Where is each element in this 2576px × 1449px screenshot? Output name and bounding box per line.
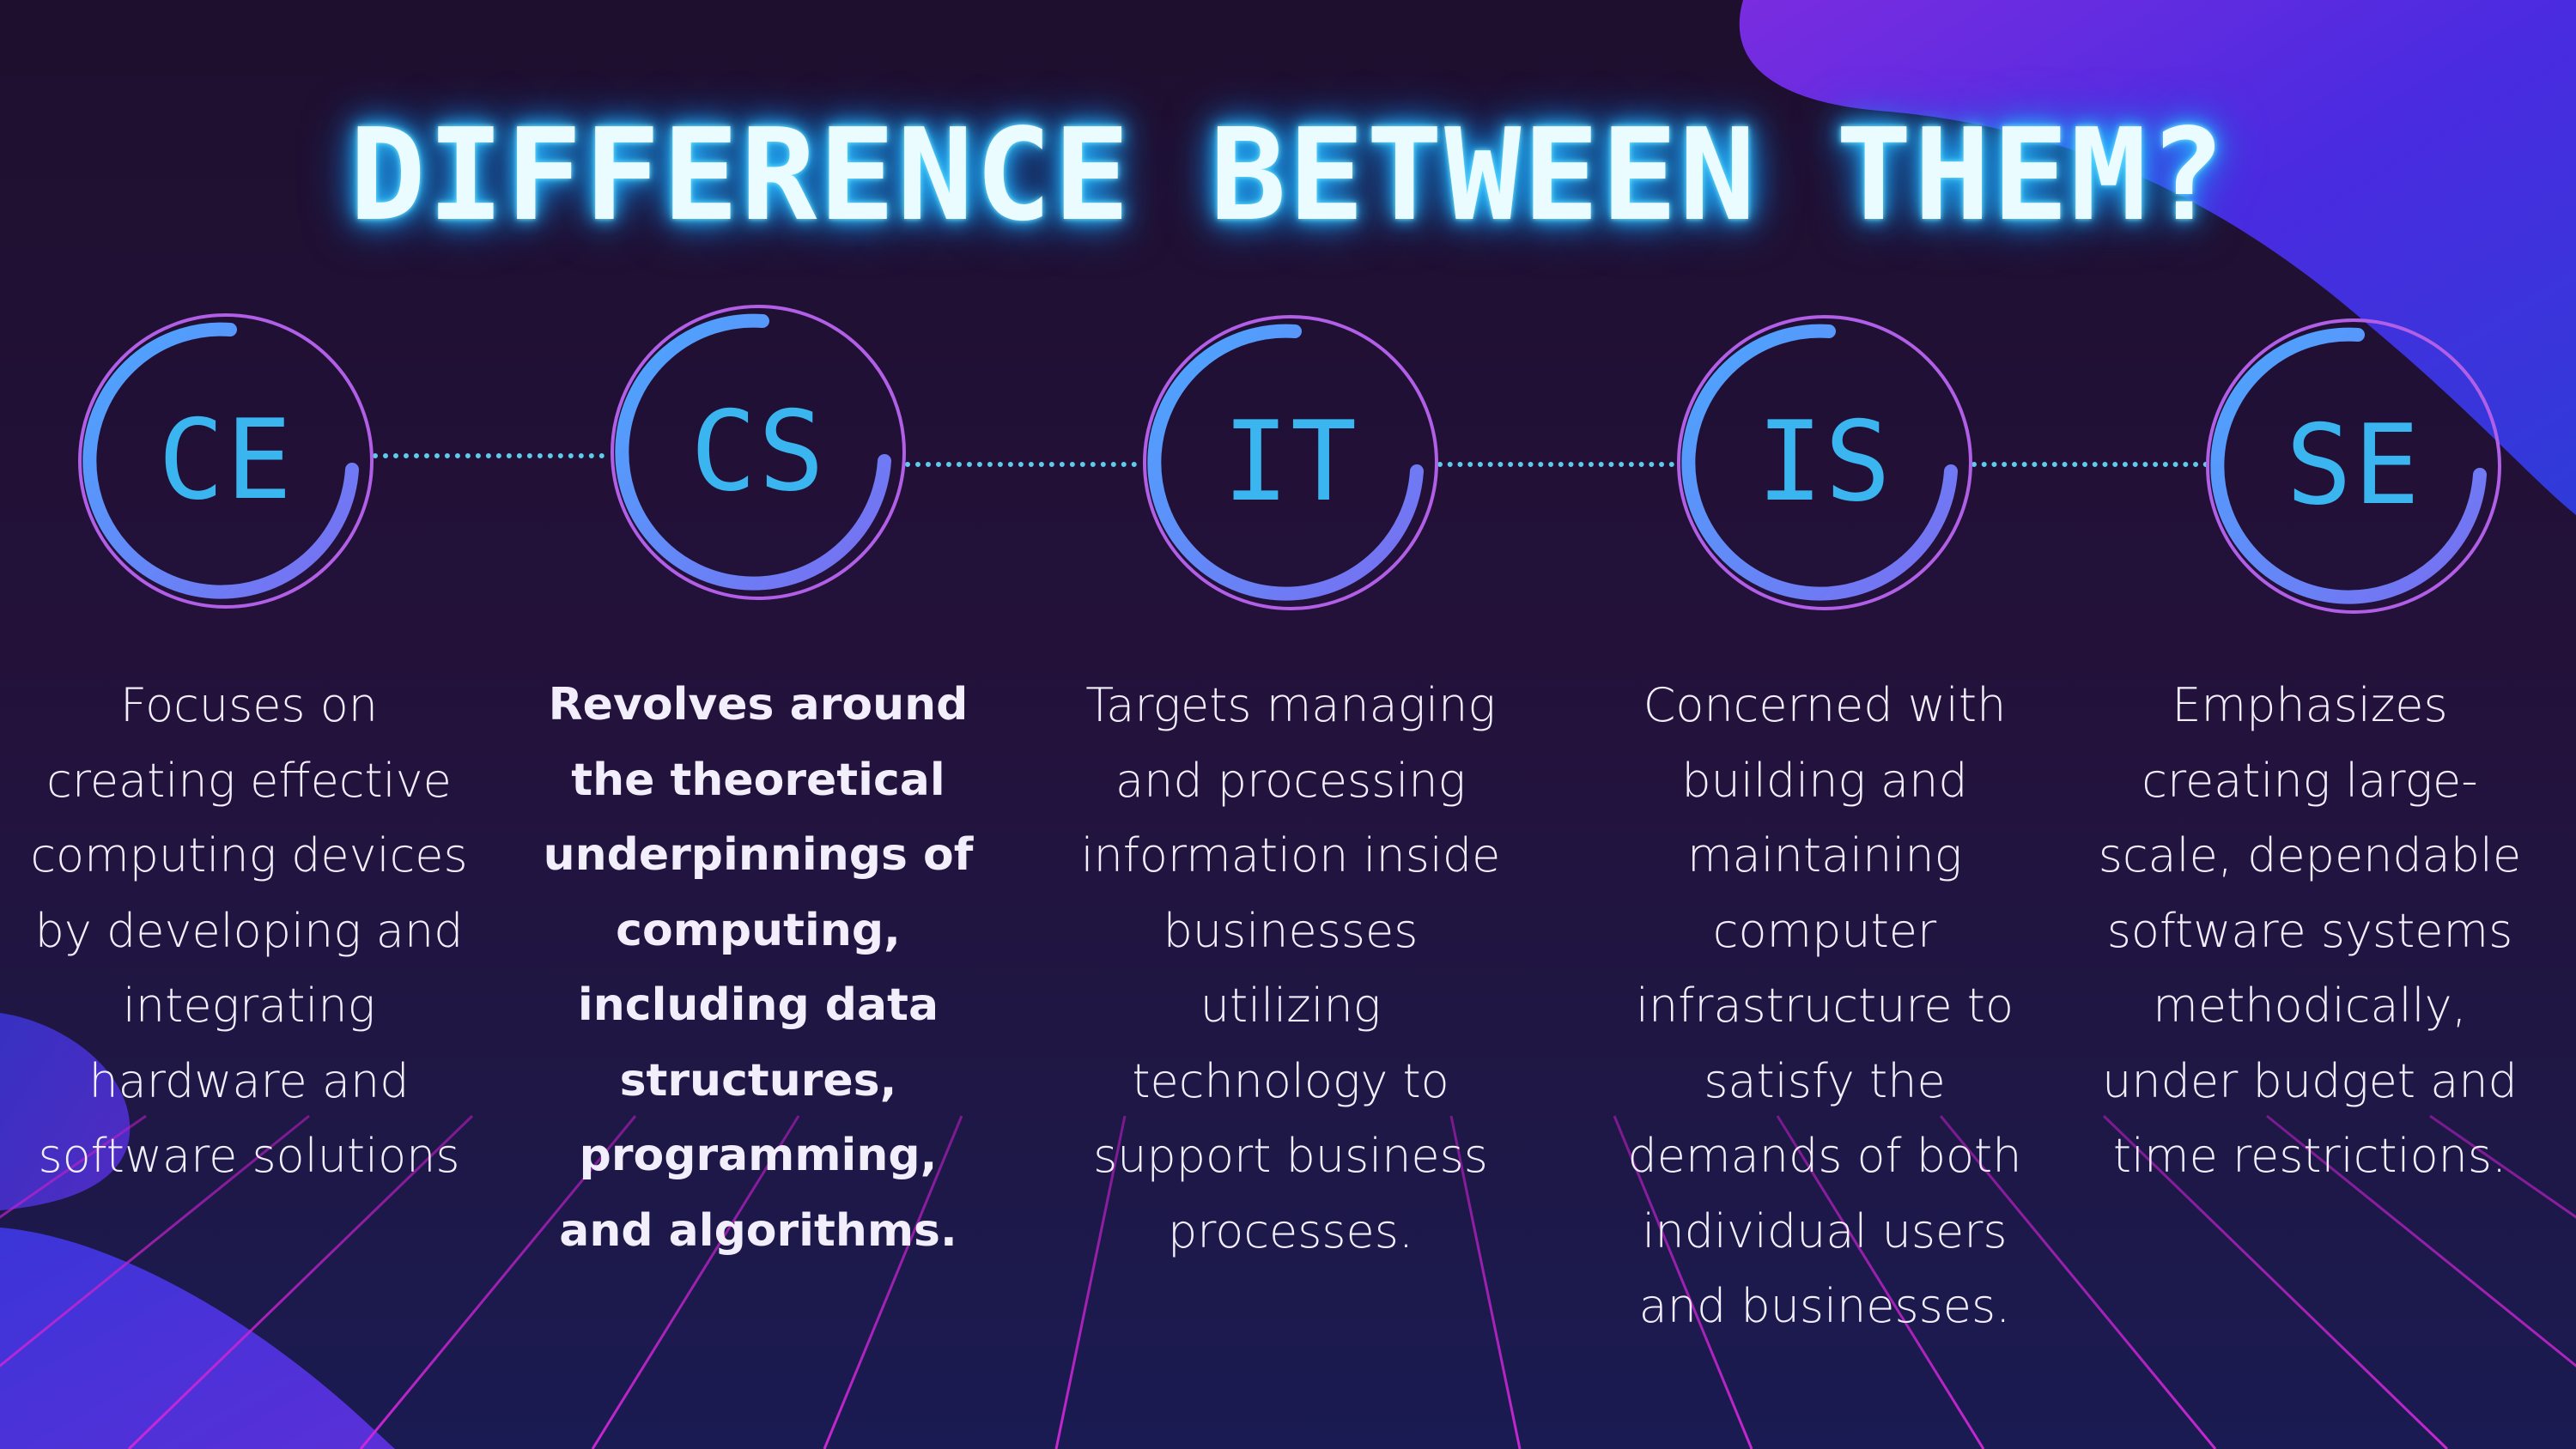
connector-3 (1437, 462, 1674, 467)
field-abbr: IS (1756, 398, 1893, 526)
description-se: Emphasizes creating large-scale, dependa… (2098, 678, 2522, 1183)
field-abbr: SE (2285, 402, 2422, 530)
field-abbr: CS (690, 388, 827, 516)
badge-is: IS (1674, 312, 1975, 613)
left-blob (0, 1013, 131, 1210)
page-title: DIFFERENCE BETWEEN THEM? (349, 101, 2227, 249)
ring-icon (1677, 315, 1972, 610)
bottom-left-blob (0, 1228, 395, 1449)
field-abbr: IT (1222, 398, 1359, 526)
perspective-grid (0, 1114, 2576, 1449)
description-is: Concerned with building and maintaining … (1627, 678, 2022, 1333)
ring-icon (78, 313, 374, 609)
connector-4 (1971, 462, 2208, 467)
badge-se: SE (2203, 316, 2504, 616)
description-it: Targets managing and processing informat… (1080, 678, 1501, 1258)
badge-ce: CE (76, 311, 376, 611)
field-abbr: CE (157, 397, 295, 524)
badge-it: IT (1140, 312, 1441, 613)
ring-icon (611, 305, 906, 600)
description-ce: Focuses on creating effective computing … (30, 678, 468, 1183)
badge-cs: CS (608, 302, 908, 603)
ring-icon (1143, 315, 1438, 610)
ring-icon (2206, 318, 2501, 614)
connector-1 (373, 453, 605, 458)
top-right-blob (1739, 0, 2576, 515)
connector-2 (905, 462, 1137, 467)
description-cs: Revolves around the theoretical underpin… (543, 679, 974, 1257)
